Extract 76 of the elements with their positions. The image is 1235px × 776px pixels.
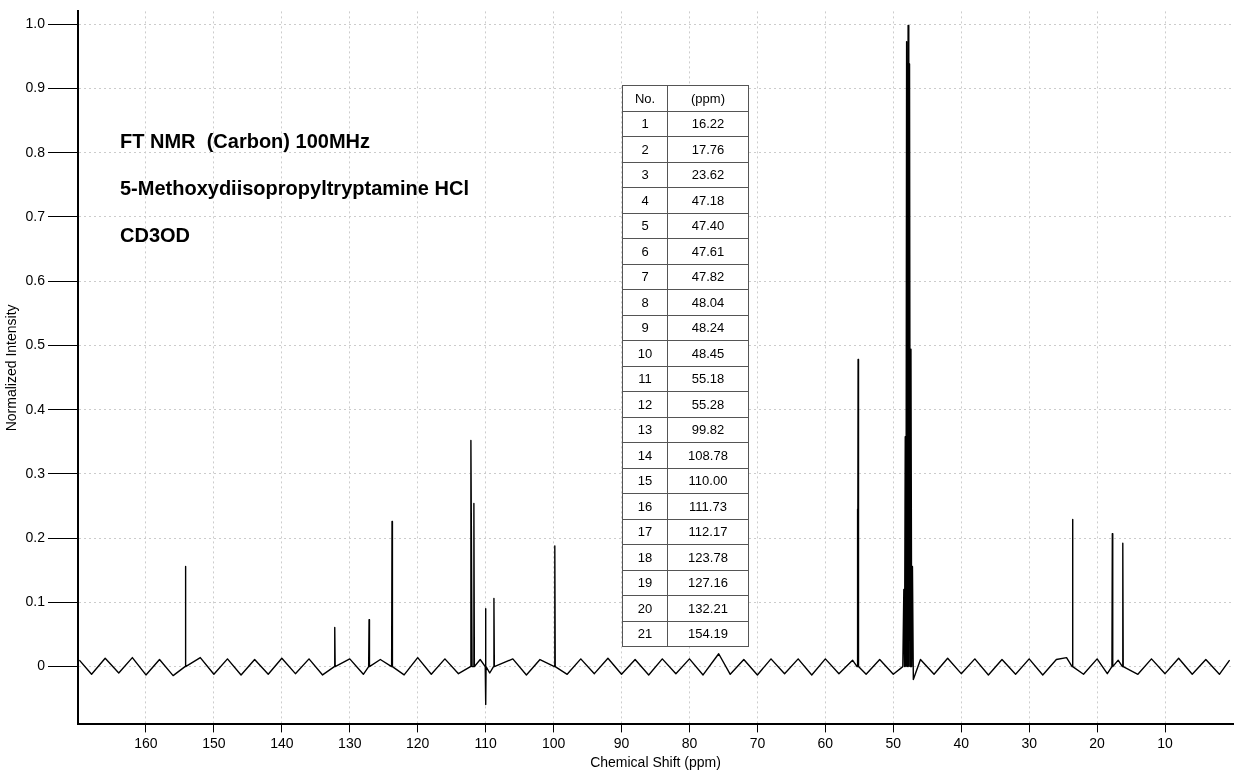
x-tick-label: 100	[541, 734, 566, 751]
y-tick-label: 0.6	[25, 272, 46, 289]
annotation: 47.82	[667, 264, 749, 290]
x-tick-label: 30	[1021, 734, 1038, 751]
annotation: 9	[622, 315, 668, 341]
annotation: 11	[622, 366, 668, 392]
annotation: 123.78	[667, 544, 749, 570]
y-tick-label: 0.3	[25, 464, 46, 481]
annotation: 47.18	[667, 187, 749, 213]
annotation: 55.28	[667, 391, 749, 417]
y-tick-label: 0.4	[25, 400, 46, 417]
annotation: 7	[622, 264, 668, 290]
annotation: 132.21	[667, 595, 749, 621]
x-tick-label: 80	[681, 734, 698, 751]
x-tick-label: 60	[817, 734, 834, 751]
x-tick-label: 90	[613, 734, 630, 751]
annotation: 2	[622, 136, 668, 162]
annotation: 13	[622, 417, 668, 443]
annotation: 127.16	[667, 570, 749, 596]
annotation: 17.76	[667, 136, 749, 162]
y-tick-label: 0	[37, 657, 46, 674]
annotation: 48.24	[667, 315, 749, 341]
x-axis-title: Chemical Shift (ppm)	[590, 754, 721, 771]
x-tick-label: 140	[270, 734, 294, 751]
x-tick-label: 160	[134, 734, 158, 751]
annotation: 18	[622, 544, 668, 570]
x-tick-label: 10	[1157, 734, 1174, 751]
x-tick-label: 50	[885, 734, 902, 751]
x-tick-label: 70	[749, 734, 766, 751]
annotation: 20	[622, 595, 668, 621]
y-tick-label: 0.9	[25, 79, 46, 96]
x-tick-label: 40	[953, 734, 970, 751]
text: 5-Methoxydiisopropyltryptamine HCl	[120, 177, 469, 200]
text: FT NMR (Carbon) 100MHz	[120, 130, 370, 153]
annotation: 15	[622, 468, 668, 494]
annotation: 21	[622, 621, 668, 647]
annotation: No.	[622, 85, 668, 111]
annotation: 10	[622, 340, 668, 366]
annotation: CD3OD	[120, 224, 191, 247]
x-tick-label: 150	[202, 734, 226, 751]
annotation: 154.19	[667, 621, 749, 647]
x-tick-label: 20	[1089, 734, 1106, 751]
annotation: 111.73	[667, 493, 749, 519]
y-tick-label: 0.7	[25, 207, 46, 224]
y-tick-label: 0.2	[25, 528, 46, 545]
annotation: 1	[622, 111, 668, 137]
annotation: 5	[622, 213, 668, 239]
y-tick-label: 1.0	[25, 15, 46, 32]
annotation: 12	[622, 391, 668, 417]
annotation: 99.82	[667, 417, 749, 443]
annotation: 47.61	[667, 238, 749, 264]
annotation: 48.04	[667, 289, 749, 315]
annotation: 8	[622, 289, 668, 315]
annotation: 16.22	[667, 111, 749, 137]
annotation: 19	[622, 570, 668, 596]
annotation: 108.78	[667, 442, 749, 468]
annotation: 17	[622, 519, 668, 545]
annotation: 47.40	[667, 213, 749, 239]
annotation: 14	[622, 442, 668, 468]
annotation: (ppm)	[667, 85, 749, 111]
y-tick-label: 0.5	[25, 336, 46, 353]
annotation: 110.00	[667, 468, 749, 494]
annotation: 48.45	[667, 340, 749, 366]
annotation: 3	[622, 162, 668, 188]
annotation: 4	[622, 187, 668, 213]
x-tick-label: 110	[474, 734, 498, 751]
y-axis-title: Normalized Intensity	[3, 304, 20, 432]
x-tick-label: 120	[406, 734, 430, 751]
x-tick-label: 130	[338, 734, 362, 751]
annotation: 6	[622, 238, 668, 264]
y-tick-label: 0.1	[25, 593, 46, 610]
annotation: 112.17	[667, 519, 749, 545]
annotation: 23.62	[667, 162, 749, 188]
y-tick-label: 0.8	[25, 143, 46, 160]
annotation: 16	[622, 493, 668, 519]
annotation: 55.18	[667, 366, 749, 392]
